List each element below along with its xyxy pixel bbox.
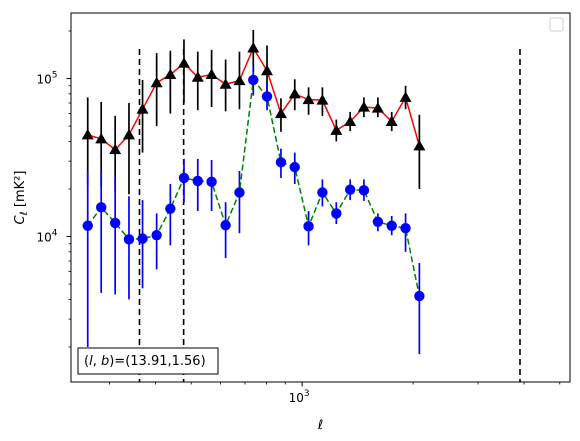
data-point <box>192 175 203 187</box>
data-point <box>205 68 218 80</box>
data-point <box>233 74 246 86</box>
data-point <box>151 229 162 241</box>
data-point <box>150 76 163 88</box>
data-point <box>317 187 328 198</box>
data-point <box>261 64 274 76</box>
data-point <box>316 94 329 105</box>
y-tick-label: 105 <box>36 71 57 87</box>
data-point <box>372 216 384 227</box>
plot-frame <box>70 12 571 383</box>
data-point <box>331 208 342 219</box>
data-point <box>165 203 176 214</box>
data-point <box>177 57 190 68</box>
data-point <box>109 217 121 229</box>
data-point <box>248 74 259 86</box>
annotation-text: (l, b)=(13.91,1.56) <box>84 354 206 369</box>
data-point <box>95 202 107 213</box>
legend-box <box>549 17 564 32</box>
data-point <box>344 184 356 195</box>
y-axis-label: Cℓ [mK²] <box>13 171 30 225</box>
data-point <box>399 91 412 102</box>
legend <box>549 17 564 32</box>
data-point <box>82 220 93 231</box>
data-point <box>275 157 287 168</box>
data-point <box>206 176 217 188</box>
data-point <box>122 128 135 140</box>
data-point <box>386 220 397 231</box>
data-point <box>136 103 149 114</box>
annotation-box <box>77 347 219 375</box>
data-point <box>288 87 301 99</box>
data-point <box>289 161 300 173</box>
data-point <box>371 102 384 113</box>
ticks: 103 104 105 <box>36 30 561 405</box>
data-point <box>219 78 232 89</box>
data-point <box>413 139 426 151</box>
data-point <box>95 132 108 144</box>
data-point <box>274 107 287 119</box>
data-point <box>234 187 245 198</box>
data-point <box>344 115 357 126</box>
data-point <box>178 172 190 184</box>
data-point <box>400 222 411 234</box>
series-1 <box>82 66 425 355</box>
data-point <box>330 124 343 135</box>
data-point <box>123 234 135 245</box>
data-point <box>220 219 231 231</box>
data-point <box>81 128 94 140</box>
y-tick-label: 104 <box>36 229 57 245</box>
x-tick-label: 103 <box>289 389 310 405</box>
data-point <box>109 143 122 155</box>
data-point <box>357 101 370 112</box>
data-point <box>358 185 370 196</box>
annotation: (l, b)=(13.91,1.56) <box>77 347 219 375</box>
data-point <box>247 42 260 53</box>
data-point <box>164 68 177 80</box>
data-point <box>191 71 204 82</box>
data-point <box>385 115 398 126</box>
data-point <box>261 91 273 102</box>
data-point <box>302 93 315 105</box>
data-point <box>414 290 425 302</box>
data-point <box>303 221 314 232</box>
data-point <box>137 233 148 244</box>
x-axis-label: ℓ <box>317 418 323 433</box>
plot-data-layer <box>81 29 521 382</box>
axes <box>70 12 571 383</box>
